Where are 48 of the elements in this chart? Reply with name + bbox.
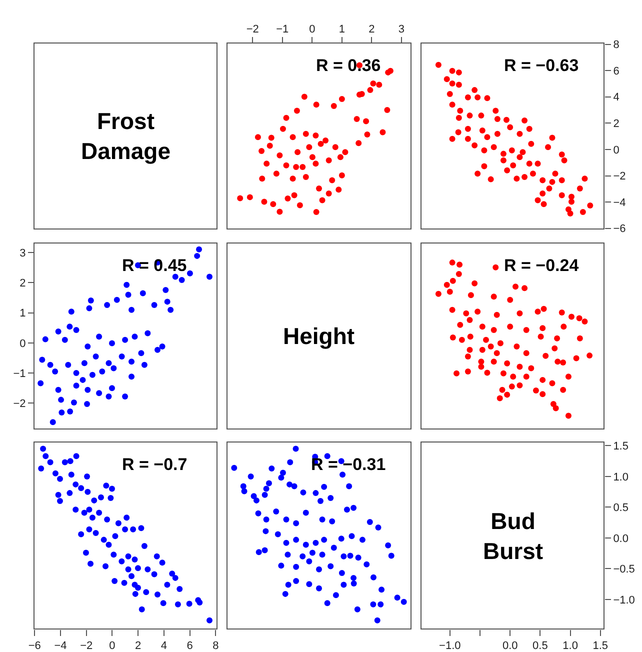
y-tick-label: −6 <box>613 223 626 236</box>
text: Frost Damage <box>81 108 170 164</box>
text: Bud Burst <box>483 508 544 564</box>
y-tick-label: 1 <box>20 308 26 320</box>
x-tick-label: −1.0 <box>439 640 461 652</box>
x-tick-label: 0.0 <box>502 640 518 652</box>
annotation: R = −0.24 <box>504 256 580 275</box>
x-tick-label: 2 <box>135 640 142 652</box>
x-tick-label: 1.5 <box>592 640 608 652</box>
x-tick-label: −1 <box>276 24 289 36</box>
x-tick-label: −2 <box>80 640 93 652</box>
x-tick-label: 0 <box>109 640 116 652</box>
y-tick-label: 0.5 <box>613 502 628 514</box>
y-tick-label: 8 <box>613 39 620 52</box>
y-tick-label: 2 <box>613 118 620 130</box>
x-tick-label: 1 <box>338 24 345 36</box>
x-tick-label: −2 <box>246 24 259 36</box>
y-tick-label: 1.0 <box>613 471 628 484</box>
x-tick-label: 0.5 <box>532 640 548 652</box>
x-tick-label: 8 <box>212 640 219 652</box>
text: Height <box>283 323 355 349</box>
annotation: R = −0.31 <box>311 455 386 474</box>
y-tick-label: −0.5 <box>613 564 635 576</box>
annotation: R = 0.45 <box>122 256 187 275</box>
annotation: R = −0.63 <box>504 56 579 75</box>
y-tick-label: 0 <box>613 144 620 156</box>
y-tick-label: 1.5 <box>613 440 628 453</box>
x-tick-label: −6 <box>28 640 41 652</box>
y-tick-label: 0 <box>20 338 26 350</box>
x-tick-label: 3 <box>398 24 405 36</box>
x-tick-label: 4 <box>160 640 168 652</box>
y-tick-label: −1 <box>13 368 26 380</box>
annotation: R = −0.7 <box>122 455 188 474</box>
y-tick-label: −2 <box>13 398 26 410</box>
x-tick-label: 1.0 <box>562 640 578 652</box>
y-tick-label: 2 <box>20 278 26 290</box>
y-tick-label: −4 <box>613 196 626 209</box>
annotation: R = 0.36 <box>316 56 381 75</box>
x-tick-label: −4 <box>54 640 67 652</box>
y-tick-label: 6 <box>613 65 620 78</box>
y-tick-label: −2 <box>613 170 626 183</box>
y-tick-label: 4 <box>613 92 620 104</box>
y-tick-label: −1.0 <box>613 594 635 606</box>
x-tick-label: 6 <box>186 640 193 652</box>
x-tick-label: 2 <box>368 24 375 36</box>
x-tick-label: 0 <box>309 24 316 36</box>
y-tick-label: 0.0 <box>613 532 628 545</box>
y-tick-label: 3 <box>20 247 26 260</box>
